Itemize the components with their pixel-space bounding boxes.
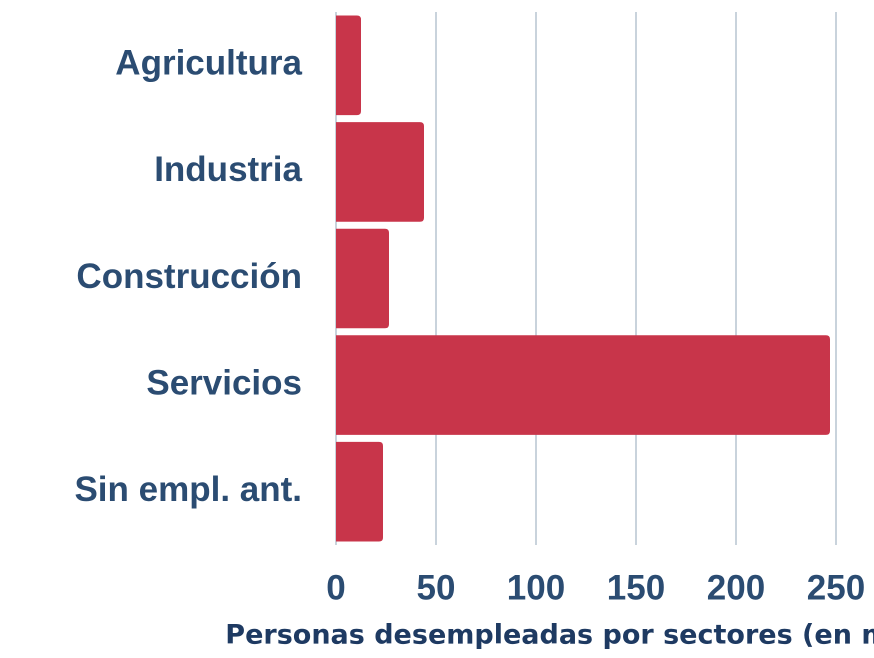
bar (336, 228, 389, 329)
y-tick-label: Industria (154, 150, 302, 189)
y-tick-label: Sin empl. ant. (74, 470, 302, 509)
y-tick-label: Construcción (76, 257, 302, 296)
y-tick-label: Agricultura (115, 44, 302, 83)
x-tick-label: 150 (607, 568, 665, 607)
x-tick-label: 250 (807, 568, 865, 607)
bar (336, 335, 830, 435)
bar (336, 441, 383, 542)
y-tick-label: Servicios (146, 363, 302, 402)
x-tick-label: 50 (417, 568, 456, 607)
x-tick-label: 100 (507, 568, 565, 607)
x-axis-title: Personas desempleadas por sectores (en m… (225, 620, 874, 651)
x-tick-label: 0 (326, 568, 345, 607)
x-tick-label: 200 (707, 568, 765, 607)
bar (336, 15, 361, 116)
bar (336, 122, 424, 222)
